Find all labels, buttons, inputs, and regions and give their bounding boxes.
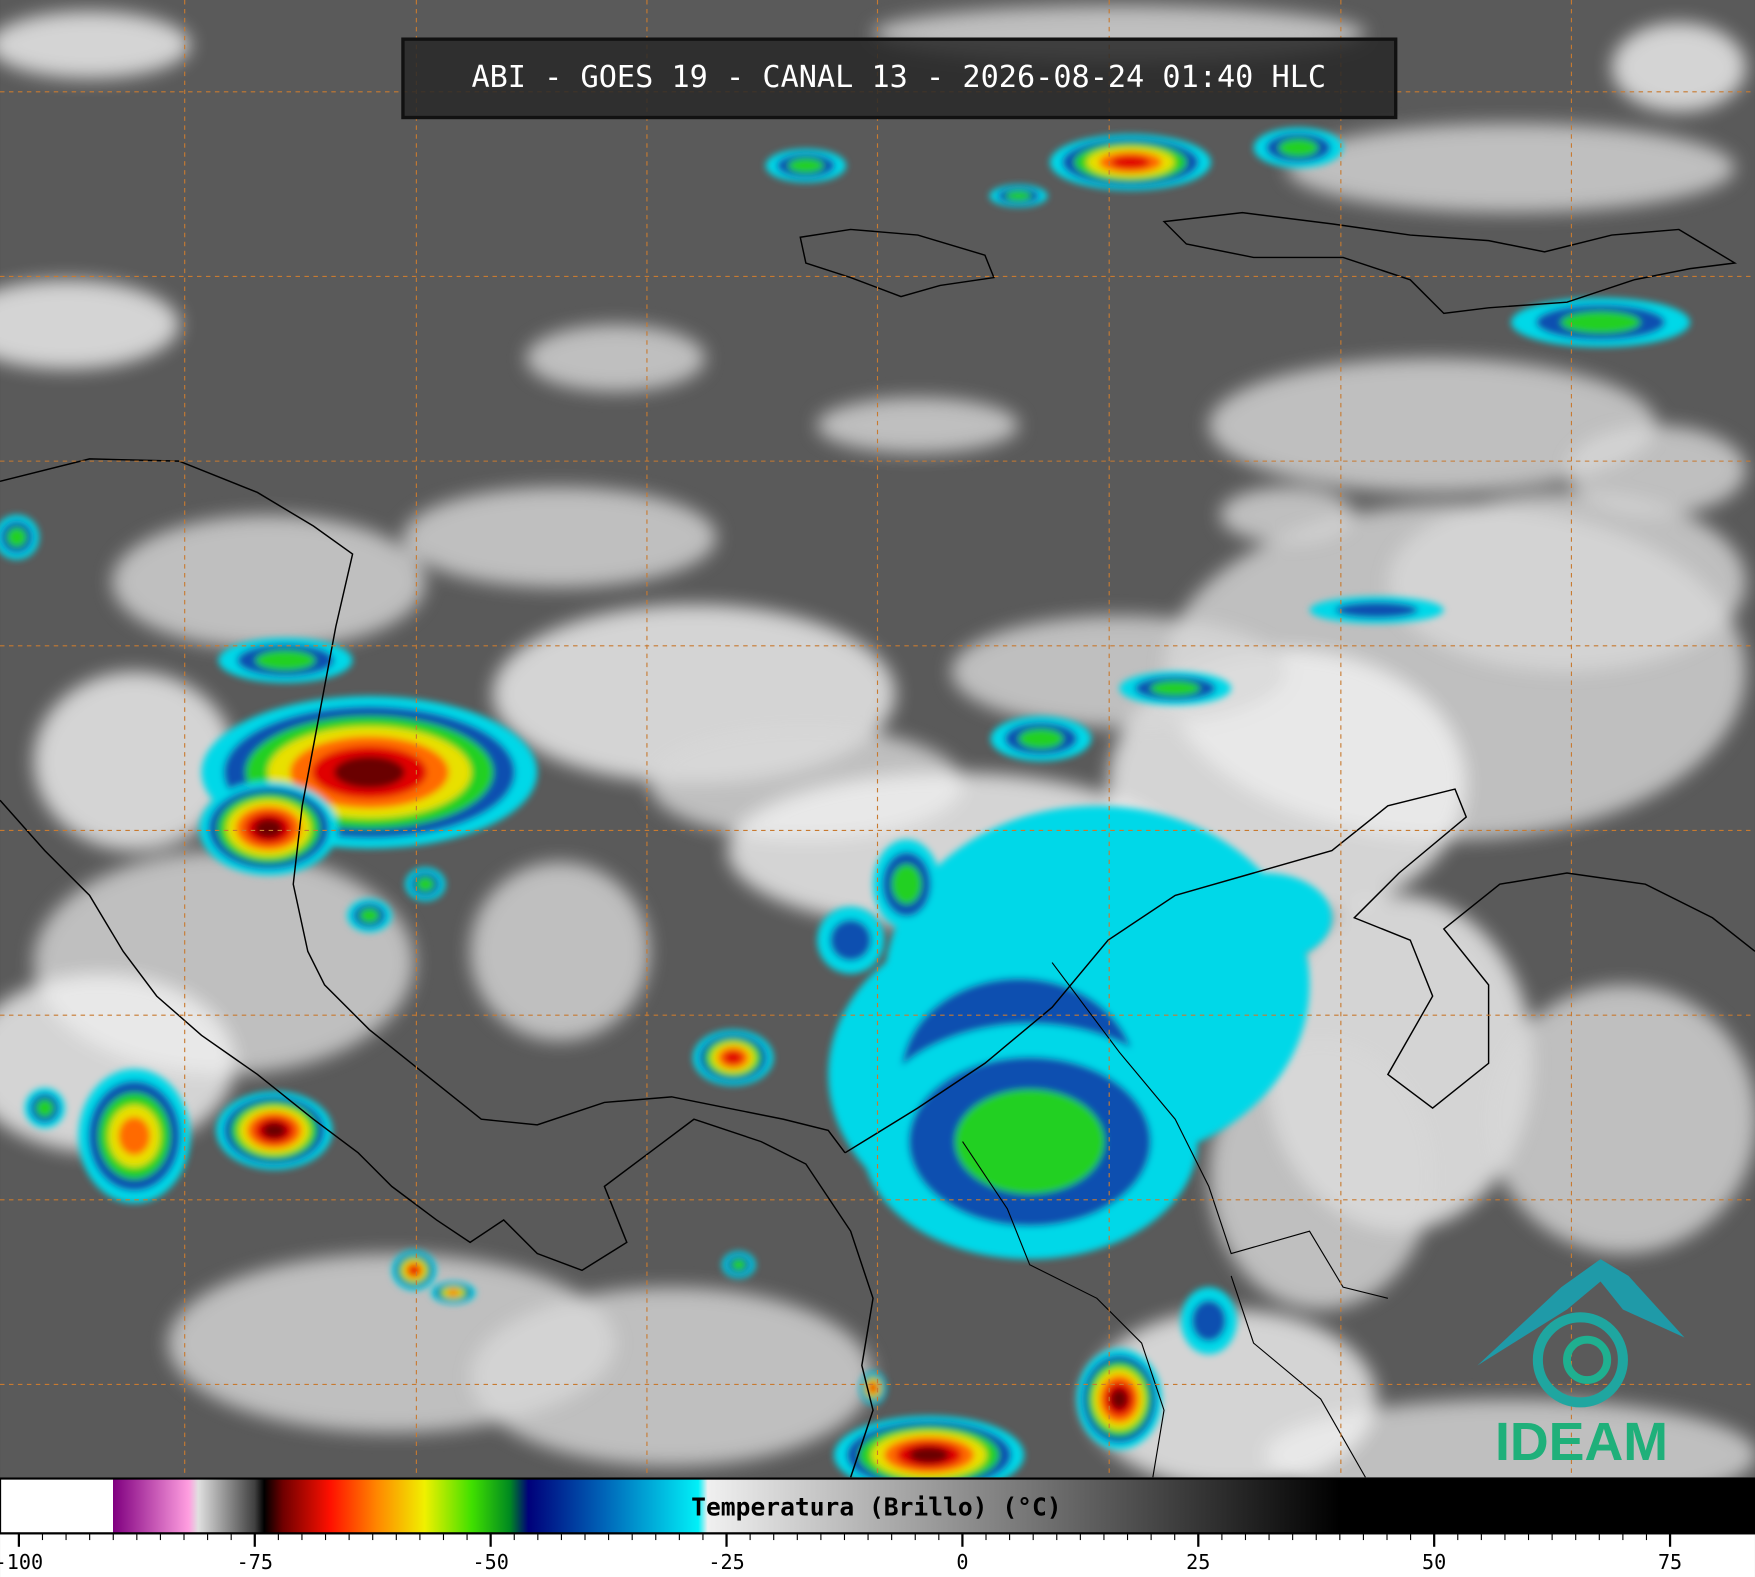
storm-cell xyxy=(723,1050,743,1065)
storm-cell xyxy=(1150,680,1201,696)
storm-cell xyxy=(955,1089,1105,1194)
cloud xyxy=(1488,984,1755,1254)
jamaica xyxy=(799,228,995,298)
storm-cell xyxy=(261,1122,287,1139)
storms xyxy=(0,127,1691,1495)
storm-cell xyxy=(829,919,872,961)
title-box xyxy=(401,37,1398,120)
storm-cell xyxy=(118,1116,151,1156)
cloud xyxy=(1611,22,1747,112)
cloud xyxy=(1208,358,1657,493)
logo-swirl-inner xyxy=(1563,1335,1612,1384)
cloud xyxy=(470,861,650,1041)
storm-cell xyxy=(1278,138,1319,157)
storm-cell xyxy=(1335,601,1419,619)
south-america-coast xyxy=(844,788,1755,1154)
cloud xyxy=(1208,1040,1433,1310)
colorbar-tick-label: 25 xyxy=(1186,1550,1210,1574)
cloud xyxy=(402,486,717,588)
cloud xyxy=(526,324,706,392)
cloud xyxy=(1287,123,1735,213)
central-america-north xyxy=(0,458,846,1154)
storm-cell xyxy=(1560,311,1641,334)
cloud xyxy=(817,397,1019,454)
storm-cell xyxy=(731,1258,747,1271)
coastlines xyxy=(0,211,1755,1478)
colorbar-ticks: -100 -75 -50 -25 0 25 50 75 xyxy=(0,1533,1682,1574)
storm-cell xyxy=(908,1446,950,1464)
cloud xyxy=(951,615,1288,728)
cloud xyxy=(0,11,191,79)
storm-cell xyxy=(1110,1388,1129,1410)
central-america-south xyxy=(0,799,874,1478)
ideam-logo: IDEAM xyxy=(1477,1259,1685,1472)
cloud xyxy=(1566,425,1747,515)
storm-cell xyxy=(359,908,380,923)
storm-cell xyxy=(1005,190,1032,201)
storm-cell xyxy=(1018,728,1064,749)
borders xyxy=(962,962,1389,1478)
colorbar-tick-label: -75 xyxy=(237,1550,273,1574)
storm-cell xyxy=(869,1383,877,1392)
storm-cell xyxy=(255,650,316,671)
storm-cell xyxy=(254,818,284,839)
storm-cell xyxy=(446,1289,460,1296)
storm-cell xyxy=(408,1265,420,1276)
colorbar-tick-label: -50 xyxy=(472,1550,508,1574)
storm-cell xyxy=(334,756,405,789)
storm-cell xyxy=(35,1099,54,1117)
colorbar-tick-label: 0 xyxy=(956,1550,968,1574)
title: ABI - GOES 19 - CANAL 13 - 2026-08-24 01… xyxy=(471,60,1326,95)
colorbar-tick-label: -25 xyxy=(708,1550,744,1574)
storm-cell xyxy=(6,527,27,548)
graticule xyxy=(0,0,1755,1478)
cloud xyxy=(111,514,426,650)
logo-swirl xyxy=(1532,1312,1628,1408)
storm-cell xyxy=(787,158,824,174)
hispaniola xyxy=(1162,211,1738,315)
cloud xyxy=(470,1287,874,1467)
logo-mountain xyxy=(1477,1259,1685,1366)
cloud xyxy=(0,279,180,370)
colorbar-tick-label: 75 xyxy=(1658,1550,1682,1574)
logo-text: IDEAM xyxy=(1495,1412,1668,1472)
storm-cell xyxy=(1197,873,1332,963)
colorbar-tick-label: 50 xyxy=(1422,1550,1446,1574)
storm-cell xyxy=(416,876,435,892)
cloud xyxy=(1387,492,1747,672)
colorbar xyxy=(0,1477,1755,1535)
storm-cell xyxy=(1110,155,1150,170)
storm-cell xyxy=(1191,1300,1227,1342)
colorbar-tick-label: -100 xyxy=(0,1550,43,1574)
storm-cell xyxy=(891,864,922,905)
colorbar-label: Temperatura (Brillo) (°C) xyxy=(691,1493,1061,1522)
